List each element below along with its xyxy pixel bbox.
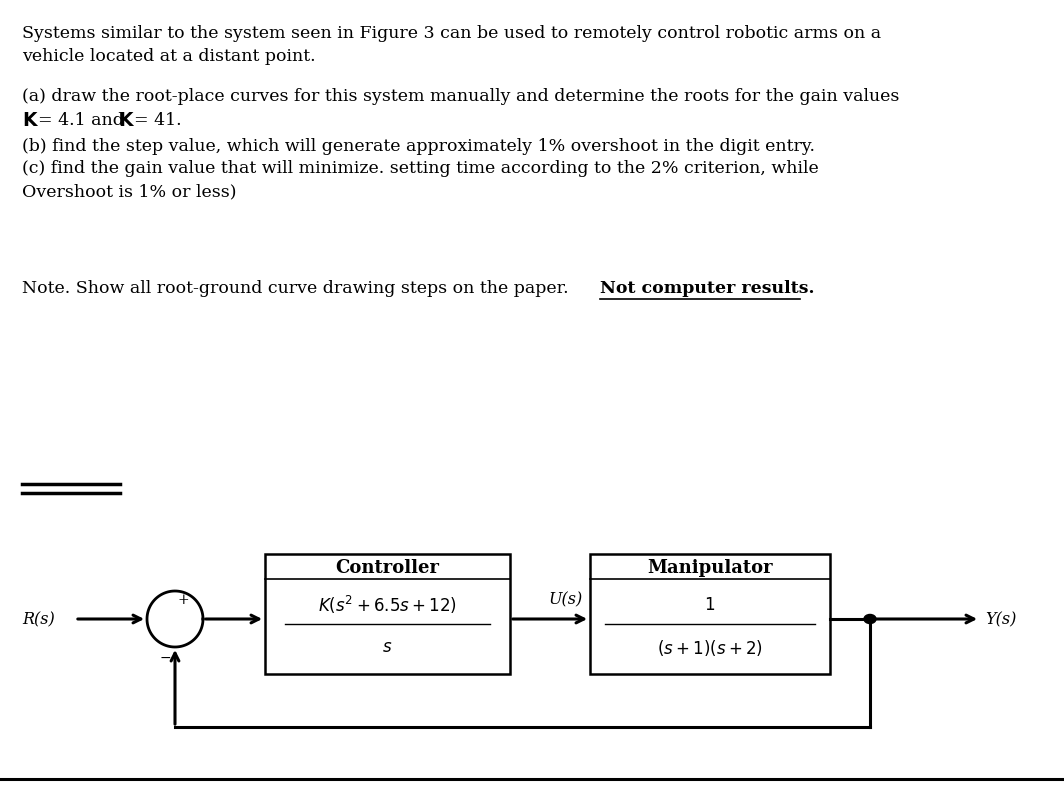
Text: (a) draw the root-place curves for this system manually and determine the roots : (a) draw the root-place curves for this …: [22, 88, 899, 105]
Text: (b) find the step value, which will generate approximately 1% overshoot in the d: (b) find the step value, which will gene…: [22, 138, 815, 155]
Text: $\mathbf{K}$: $\mathbf{K}$: [22, 112, 39, 130]
Text: $K(s^2 + 6.5s + 12)$: $K(s^2 + 6.5s + 12)$: [318, 593, 456, 615]
Text: $s$: $s$: [382, 638, 393, 656]
Text: Systems similar to the system seen in Figure 3 can be used to remotely control r: Systems similar to the system seen in Fi…: [22, 25, 881, 42]
Bar: [591, 554, 830, 675]
Text: $1$: $1$: [704, 596, 716, 613]
Text: +: +: [178, 593, 188, 606]
Text: U(s): U(s): [548, 591, 582, 608]
Text: (c) find the gain value that will minimize. setting time according to the 2% cri: (c) find the gain value that will minimi…: [22, 160, 819, 177]
Text: vehicle located at a distant point.: vehicle located at a distant point.: [22, 48, 316, 65]
Text: Overshoot is 1% or less): Overshoot is 1% or less): [22, 183, 236, 200]
Text: $(s + 1)(s + 2)$: $(s + 1)(s + 2)$: [658, 638, 763, 657]
Bar: [265, 554, 510, 675]
Text: $\mathbf{K}$: $\mathbf{K}$: [118, 112, 135, 130]
Text: R(s): R(s): [22, 611, 54, 628]
Text: Controller: Controller: [335, 558, 439, 577]
Text: = 41.: = 41.: [134, 112, 182, 128]
Text: −: −: [160, 650, 171, 664]
Circle shape: [864, 615, 876, 624]
Text: = 4.1 and: = 4.1 and: [38, 112, 130, 128]
Text: Manipulator: Manipulator: [647, 558, 772, 577]
Text: Note. Show all root-ground curve drawing steps on the paper.: Note. Show all root-ground curve drawing…: [22, 279, 568, 296]
Text: Y(s): Y(s): [985, 611, 1016, 628]
Text: Not computer results.: Not computer results.: [600, 279, 815, 296]
